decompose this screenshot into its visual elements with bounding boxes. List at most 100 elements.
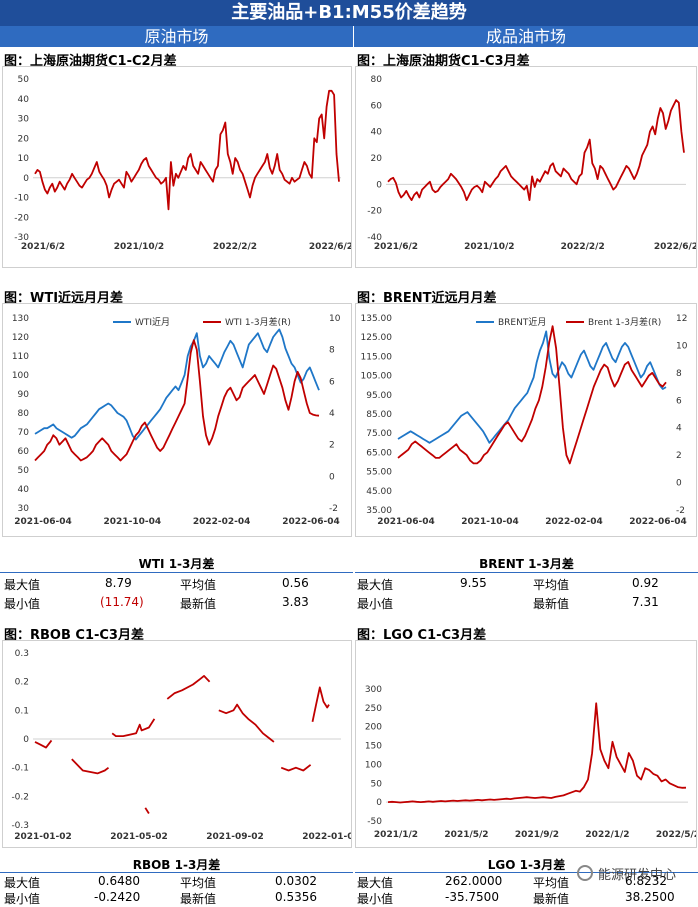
y-tick-label: 125.00 [361,333,393,343]
chart-title-sh-c1c2: 图：上海原油期货C1-C2月差 [4,54,177,69]
y-tick-label: 0 [376,180,382,190]
y-tick-label: 100 [365,760,382,770]
x-tick-label: 2022/6/2 [654,242,696,252]
legend-label: Brent 1-3月差(R) [588,316,661,328]
x-tick-label: 2022-02-04 [545,517,603,527]
y-tick-label: 50 [371,779,383,789]
y-tick-label: 90 [18,390,30,400]
y-tick-label: -40 [367,233,382,243]
y2-tick-label: 0 [676,479,682,489]
x-tick-label: 2022-06-04 [629,517,687,527]
stat-label: 最小值 [4,892,41,906]
y-tick-label: -20 [14,213,29,223]
chart-title-lgo: 图：LGO C1-C3月差 [357,628,487,643]
series-line [34,89,340,211]
chart-title-rbob: 图：RBOB C1-C3月差 [4,628,144,643]
stat-value-avg: 0.92 [632,576,659,590]
chart-title-wti: 图：WTI近远月月差 [4,291,124,306]
y-tick-label: 20 [18,134,30,144]
stat-value-max: 262.0000 [445,874,503,888]
y-tick-label: -30 [14,233,29,243]
page-title: 主要油品+B1:M55价差趋势 [0,0,698,26]
x-tick-label: 2022-01-02 [302,832,351,842]
y-tick-label: 70 [18,428,30,438]
stat-value-latest: 0.5356 [275,890,317,904]
y-tick-label: 80 [371,75,383,85]
x-tick-label: 2021/5/2 [444,830,488,840]
x-tick-label: 2021-10-04 [461,517,519,527]
x-tick-label: 2021/6/2 [21,242,65,252]
section-header-crude: 原油市场 [0,26,353,47]
y2-tick-label: 8 [676,369,682,379]
y-tick-label: 0 [23,735,29,745]
x-tick-label: 2021-05-02 [110,832,168,842]
stats-rule [0,872,353,873]
series-line [387,702,687,804]
series-segment [166,675,211,700]
stats-rule [0,572,353,573]
series-segment [111,718,156,737]
x-tick-label: 2021/9/2 [515,830,559,840]
watermark-text: 能源研发中心 [598,868,677,883]
stat-label: 平均值 [533,578,570,592]
stat-label: 最小值 [357,597,394,611]
chart-panel-lgo: 300 250 200 150 100 50 0 -50 2021/1/2 2021/5/2 202… [355,640,698,848]
series-segment [311,686,330,722]
stat-label: 最大值 [4,876,41,890]
series-line [397,325,667,465]
chart-wti: 130 120 110 100 90 80 70 60 50 40 30 10 8 6 4 2 0 -2 2021-… [12,314,341,527]
x-tick-label: 2021/6/2 [374,242,418,252]
series-segment [280,764,312,772]
y-tick-label: -20 [367,207,382,217]
chart-brent: 135.00 125.00 115.00 105.00 95.00 85.00 75.00 6… [361,314,688,527]
x-tick-label: 2022-02-04 [193,517,251,527]
legend-label: WTI 1-3月差(R) [225,316,291,328]
y-tick-label: 50 [18,75,30,85]
chart-title-brent: 图：BRENT近远月月差 [357,291,497,306]
y-tick-label: 0.1 [15,706,29,716]
y-tick-label: 110 [12,352,29,362]
y-tick-label: 65.00 [366,448,392,458]
x-tick-label: 2021/10/2 [464,242,514,252]
stat-label: 最小值 [357,892,394,906]
x-tick-label: 2021-09-02 [206,832,264,842]
y-tick-label: 20 [371,154,383,164]
y-tick-label: 10 [18,154,30,164]
x-tick-label: 2022-06-04 [282,517,340,527]
legend-label: WTI近月 [135,316,170,328]
x-tick-label: 2021-06-04 [14,517,72,527]
y-tick-label: 40 [18,95,30,105]
stat-value-min: (11.74) [100,595,144,609]
stat-label: 最新值 [533,597,570,611]
stat-label: 最大值 [4,578,41,592]
stat-value-max: 0.6480 [98,874,140,888]
y-tick-label: 40 [371,128,383,138]
x-tick-label: 2021/1/2 [374,830,418,840]
series-line [397,330,667,444]
stat-label: 最小值 [4,597,41,611]
y-tick-label: -10 [14,194,29,204]
wechat-icon [577,865,593,881]
chart-panel-sh-c1c3: 80 60 40 20 0 -20 -40 2021/6/2 2021/10/2 2022/2/2… [355,66,698,268]
y2-tick-label: 12 [676,314,687,324]
stat-label: 最新值 [180,892,217,906]
y-tick-label: -0.3 [11,821,29,831]
x-tick-label: 2022/2/2 [561,242,605,252]
y-tick-label: 30 [18,504,30,514]
chart-lgo: 300 250 200 150 100 50 0 -50 2021/1/2 2021/5/2 202… [365,685,698,840]
series-segment [144,807,150,814]
y-tick-label: 120 [12,333,29,343]
y2-tick-label: 4 [676,424,682,434]
stat-label: 平均值 [533,876,570,890]
y-tick-label: 75.00 [366,429,392,439]
stat-label: 最大值 [357,578,394,592]
y-tick-label: 0 [376,798,382,808]
y-tick-label: 85.00 [366,410,392,420]
y-tick-label: -0.2 [11,792,29,802]
y-tick-label: 35.00 [366,506,392,516]
y2-tick-label: 4 [329,409,335,419]
y-tick-label: 80 [18,409,30,419]
stat-label: 平均值 [180,876,217,890]
y-tick-label: 130 [12,314,29,324]
y2-tick-label: -2 [676,506,685,516]
